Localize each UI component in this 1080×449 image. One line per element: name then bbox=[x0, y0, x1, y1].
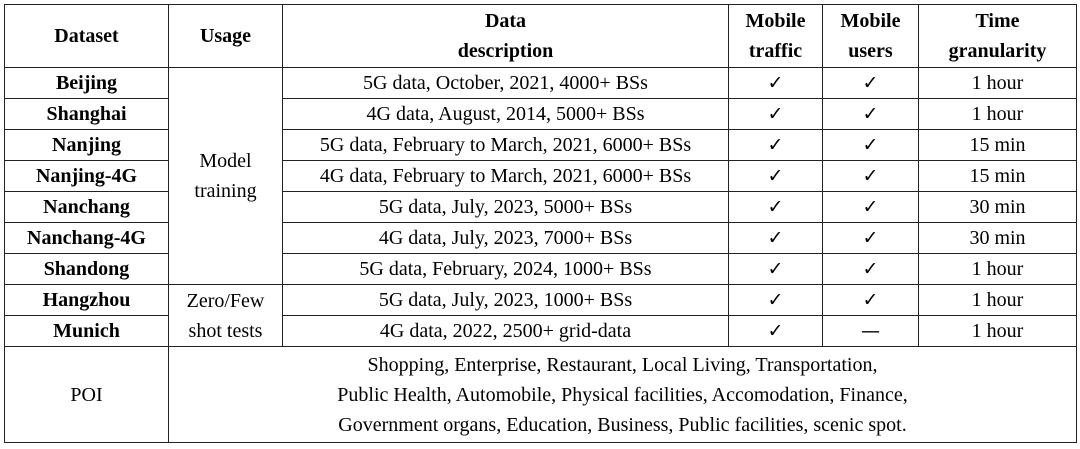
mobile-traffic-mark: ✓ bbox=[728, 284, 823, 316]
time-granularity: 15 min bbox=[918, 160, 1077, 192]
data-description: 4G data, 2022, 2500+ grid-data bbox=[282, 315, 729, 347]
data-description: 4G data, July, 2023, 7000+ BSs bbox=[282, 222, 729, 254]
mobile-traffic-mark: ✓ bbox=[728, 191, 823, 223]
time-granularity: 1 hour bbox=[918, 253, 1077, 285]
mobile-traffic-mark: ✓ bbox=[728, 253, 823, 285]
time-granularity: 1 hour bbox=[918, 315, 1077, 347]
time-granularity: 30 min bbox=[918, 222, 1077, 254]
header-time-granularity: Time granularity bbox=[918, 4, 1077, 68]
data-description: 4G data, August, 2014, 5000+ BSs bbox=[282, 98, 729, 130]
poi-label: POI bbox=[4, 346, 169, 443]
dataset-name: Beijing bbox=[4, 67, 169, 99]
poi-line: Shopping, Enterprise, Restaurant, Local … bbox=[367, 353, 878, 376]
dataset-name: Munich bbox=[4, 315, 169, 347]
mobile-users-mark: ✓ bbox=[822, 129, 919, 161]
poi-line: Government organs, Education, Business, … bbox=[338, 413, 907, 436]
table-row: Shandong 5G data, February, 2024, 1000+ … bbox=[4, 253, 1077, 285]
data-description: 4G data, February to March, 2021, 6000+ … bbox=[282, 160, 729, 192]
mobile-traffic-mark: ✓ bbox=[728, 315, 823, 347]
dataset-name: Nanchang bbox=[4, 191, 169, 223]
header-usage: Usage bbox=[168, 4, 283, 68]
mobile-traffic-mark: ✓ bbox=[728, 129, 823, 161]
table-row: Nanjing 5G data, February to March, 2021… bbox=[4, 129, 1077, 161]
mobile-users-mark: ✓ bbox=[822, 253, 919, 285]
poi-categories: Shopping, Enterprise, Restaurant, Local … bbox=[168, 346, 1077, 443]
datasets-table: Dataset Usage Data description Mobile traf… bbox=[4, 4, 1077, 443]
time-granularity: 30 min bbox=[918, 191, 1077, 223]
time-granularity: 1 hour bbox=[918, 284, 1077, 316]
table-row: Beijing Model training 5G data, October, … bbox=[4, 67, 1077, 285]
time-granularity: 1 hour bbox=[918, 98, 1077, 130]
usage-zero-few-shot: Zero/Few shot tests bbox=[168, 284, 283, 347]
data-description: 5G data, July, 2023, 5000+ BSs bbox=[282, 191, 729, 223]
dataset-name: Shandong bbox=[4, 253, 169, 285]
header-mobile-traffic: Mobile traffic bbox=[728, 4, 823, 68]
mobile-users-mark: ✓ bbox=[822, 98, 919, 130]
dataset-name: Shanghai bbox=[4, 98, 169, 130]
poi-row: POI Shopping, Enterprise, Restaurant, Lo… bbox=[4, 346, 1077, 443]
header-dataset: Dataset bbox=[4, 4, 169, 68]
header-row: Dataset Usage Data description Mobile traf… bbox=[4, 4, 1077, 68]
table-row: Hangzhou Zero/Few shot tests 5G data, Jul… bbox=[4, 284, 1077, 347]
mobile-traffic-mark: ✓ bbox=[728, 98, 823, 130]
table-row: Nanjing-4G 4G data, February to March, 2… bbox=[4, 160, 1077, 192]
data-description: 5G data, July, 2023, 1000+ BSs bbox=[282, 284, 729, 316]
mobile-users-mark: — bbox=[822, 315, 919, 347]
poi-line: Public Health, Automobile, Physical faci… bbox=[337, 383, 908, 406]
dataset-name: Nanjing bbox=[4, 129, 169, 161]
table-row: Nanchang-4G 4G data, July, 2023, 7000+ B… bbox=[4, 222, 1077, 254]
data-description: 5G data, October, 2021, 4000+ BSs bbox=[282, 67, 729, 99]
dataset-name: Hangzhou bbox=[4, 284, 169, 316]
header-mobile-users: Mobile users bbox=[822, 4, 919, 68]
mobile-traffic-mark: ✓ bbox=[728, 222, 823, 254]
dataset-name: Nanjing-4G bbox=[4, 160, 169, 192]
mobile-users-mark: ✓ bbox=[822, 191, 919, 223]
time-granularity: 15 min bbox=[918, 129, 1077, 161]
mobile-users-mark: ✓ bbox=[822, 222, 919, 254]
dataset-name: Nanchang-4G bbox=[4, 222, 169, 254]
header-data-description: Data description bbox=[282, 4, 729, 68]
table-row: Munich 4G data, 2022, 2500+ grid-data ✓ … bbox=[4, 315, 1077, 347]
mobile-traffic-mark: ✓ bbox=[728, 67, 823, 99]
mobile-traffic-mark: ✓ bbox=[728, 160, 823, 192]
time-granularity: 1 hour bbox=[918, 67, 1077, 99]
mobile-users-mark: ✓ bbox=[822, 160, 919, 192]
data-description: 5G data, February, 2024, 1000+ BSs bbox=[282, 253, 729, 285]
table-row: Shanghai 4G data, August, 2014, 5000+ BS… bbox=[4, 98, 1077, 130]
usage-model-training: Model training bbox=[168, 67, 283, 285]
data-description: 5G data, February to March, 2021, 6000+ … bbox=[282, 129, 729, 161]
mobile-users-mark: ✓ bbox=[822, 67, 919, 99]
mobile-users-mark: ✓ bbox=[822, 284, 919, 316]
table-row: Nanchang 5G data, July, 2023, 5000+ BSs … bbox=[4, 191, 1077, 223]
